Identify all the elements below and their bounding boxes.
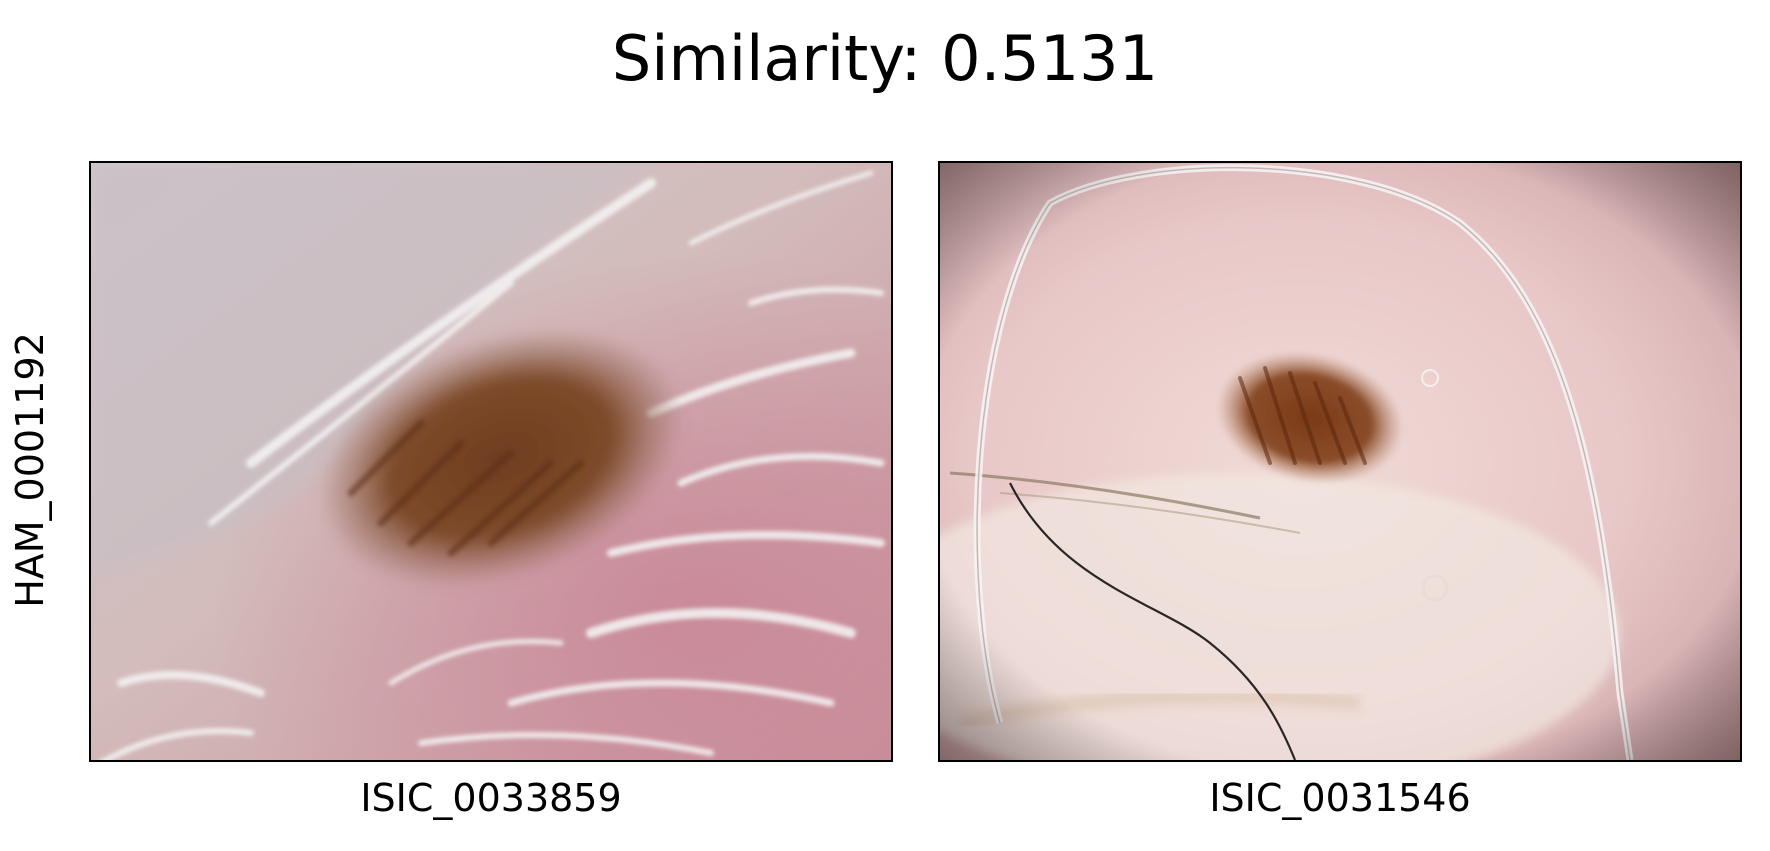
image-panel-left <box>89 161 893 762</box>
row-label: HAM_0001192 <box>8 332 52 608</box>
dermoscopy-image-left <box>91 163 891 760</box>
figure-title: Similarity: 0.5131 <box>611 22 1159 95</box>
dermoscopy-image-right <box>940 163 1740 760</box>
image-caption-right: ISIC_0031546 <box>1209 776 1471 820</box>
image-panel-right <box>938 161 1742 762</box>
image-caption-left: ISIC_0033859 <box>360 776 622 820</box>
